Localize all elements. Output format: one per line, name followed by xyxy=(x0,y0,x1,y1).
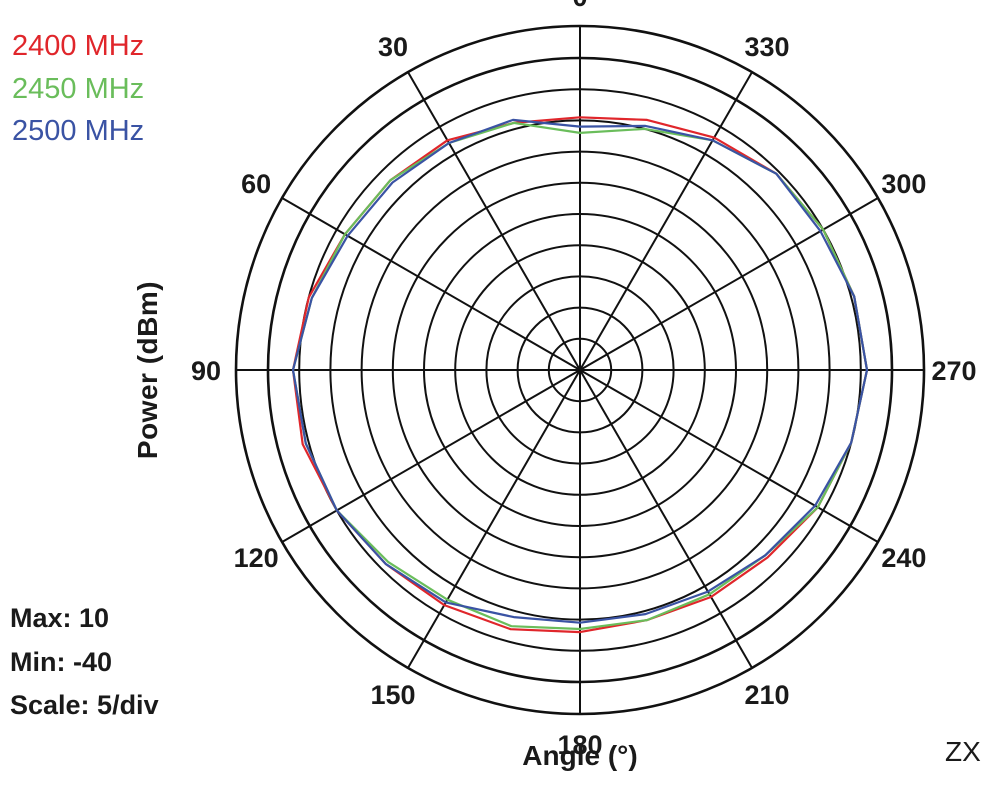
grid-spoke xyxy=(579,197,879,371)
angle-tick-label: 60 xyxy=(241,169,271,199)
legend-entry-2400: 2400 MHz xyxy=(12,31,144,61)
grid-spoke xyxy=(579,369,879,543)
angle-tick-label: 210 xyxy=(744,680,789,710)
legend-label-2450: 2450 MHz xyxy=(12,73,145,105)
plane-label: ZX xyxy=(945,736,981,767)
grid-spoke xyxy=(407,369,581,669)
grid-spoke xyxy=(281,197,581,371)
angle-tick-label: 180 xyxy=(557,730,602,760)
legend-entry-2500: 2500 MHz xyxy=(12,116,144,146)
scale-label: Scale: 5/div xyxy=(10,690,159,720)
legend-label-2400: 2400 MHz xyxy=(12,30,145,62)
angle-tick-label: 90 xyxy=(191,356,221,386)
angle-tick-label: 120 xyxy=(234,543,279,573)
x-axis-label: Angle (°) xyxy=(522,740,638,771)
grid-spoke xyxy=(281,369,581,543)
angle-tick-label: 240 xyxy=(881,543,926,573)
y-axis-label: Power (dBm) xyxy=(132,280,163,460)
max-label: Max: 10 xyxy=(10,603,110,633)
grid-spoke xyxy=(579,71,753,371)
grid-spoke xyxy=(579,369,753,669)
min-label: Min: -40 xyxy=(10,647,113,677)
legend-entry-2450: 2450 MHz xyxy=(12,74,144,104)
angle-tick-label: 270 xyxy=(931,356,976,386)
angle-tick-label: 30 xyxy=(378,32,408,62)
angle-tick-label: 0 xyxy=(572,0,587,12)
angle-tick-label: 330 xyxy=(744,32,789,62)
grid-spoke xyxy=(407,71,581,371)
legend-label-2500: 2500 MHz xyxy=(12,115,145,147)
angle-tick-label: 150 xyxy=(370,680,415,710)
angle-tick-label: 300 xyxy=(881,169,926,199)
